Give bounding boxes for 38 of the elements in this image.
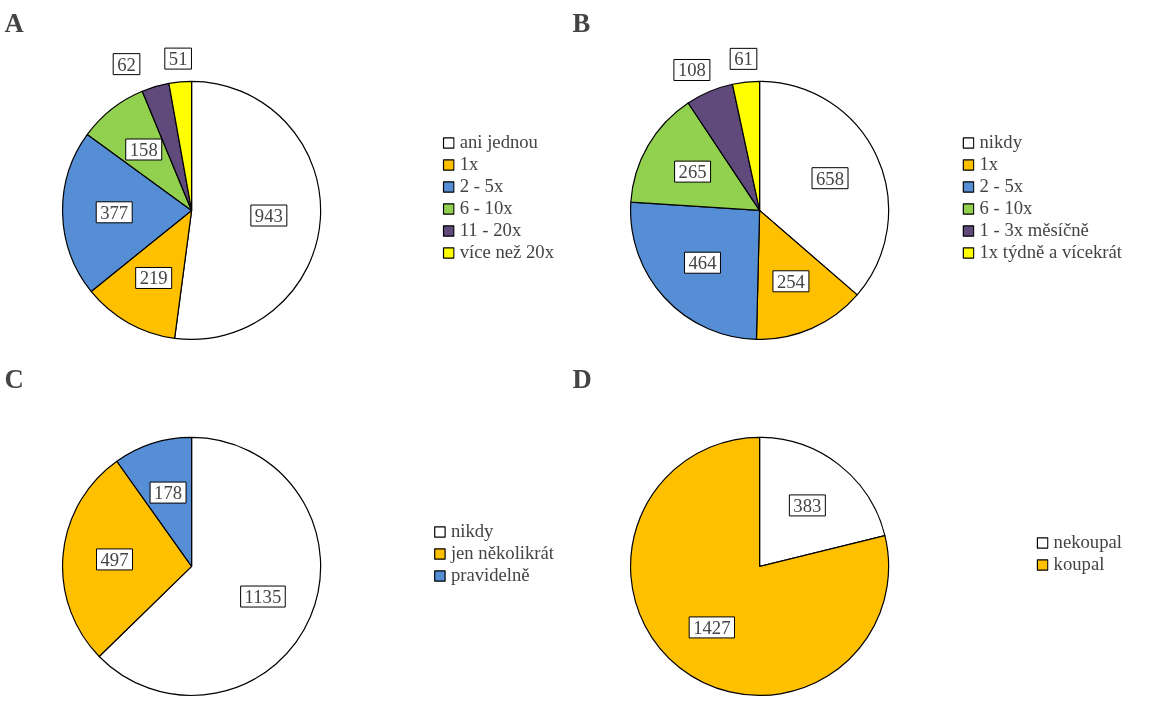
data-label: 1427 <box>693 616 731 638</box>
legend-label: koupal <box>1053 553 1105 575</box>
chart-title: A <box>4 7 25 38</box>
legend-label: nikdy <box>979 131 1023 153</box>
chart-title: B <box>572 7 591 38</box>
data-label: 1135 <box>244 586 282 608</box>
legend-label: jen několikrát <box>450 542 554 564</box>
chart-title: C <box>4 363 24 394</box>
data-label: 178 <box>154 482 183 504</box>
legend-label: 2 - 5x <box>979 175 1024 197</box>
data-label: 219 <box>139 267 168 289</box>
data-label: 265 <box>678 161 707 183</box>
data-label: 383 <box>793 494 822 516</box>
data-label: 658 <box>816 167 844 189</box>
legend-label: 1x <box>979 153 1000 175</box>
data-label: 254 <box>776 270 806 292</box>
data-label: 158 <box>129 139 158 160</box>
legend-label: 1x týdně a vícekrát <box>979 241 1122 263</box>
legend-label: 1 - 3x měsíčně <box>979 219 1089 241</box>
legend-label: pravidelně <box>450 564 530 586</box>
data-label: 377 <box>100 201 129 223</box>
data-label: 497 <box>100 548 129 570</box>
legend-label: 2 - 5x <box>459 175 504 197</box>
legend-label: 6 - 10x <box>459 197 513 219</box>
data-label: 464 <box>688 252 718 274</box>
data-label: 51 <box>168 48 188 70</box>
legend-label: nekoupal <box>1053 531 1122 553</box>
legend-label: více než 20x <box>459 241 554 263</box>
data-label: 61 <box>734 48 753 70</box>
data-label: 62 <box>117 53 136 75</box>
data-label: 943 <box>254 205 283 227</box>
legend-label: 11 - 20x <box>459 219 522 241</box>
data-label: 108 <box>677 59 706 81</box>
legend-label: 6 - 10x <box>979 197 1033 219</box>
legend-label: nikdy <box>450 520 494 542</box>
legend-label: ani jednou <box>459 131 538 153</box>
legend-label: 1x <box>459 153 480 175</box>
chart-title: D <box>572 363 592 394</box>
